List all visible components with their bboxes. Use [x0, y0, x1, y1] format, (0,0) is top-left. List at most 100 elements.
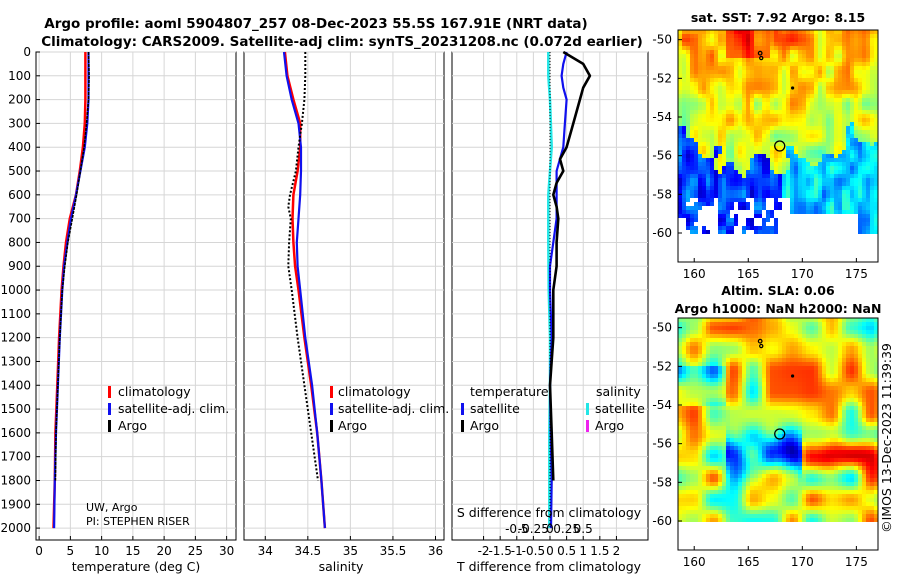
map-cell: [786, 186, 790, 190]
map-cell: [710, 390, 714, 394]
map-cell: [706, 350, 710, 354]
map-cell: [730, 50, 734, 54]
map-cell: [862, 166, 866, 170]
map-cell: [874, 434, 878, 438]
map-cell: [746, 402, 750, 406]
map-cell: [686, 94, 690, 98]
map-cell: [702, 478, 706, 482]
map-cell: [706, 450, 710, 454]
map-cell: [778, 422, 782, 426]
sst-map-cells: [678, 30, 878, 234]
y-tick-label: 1500: [0, 402, 31, 416]
map-cell: [826, 78, 830, 82]
map-cell: [786, 134, 790, 138]
map-cell: [726, 110, 730, 114]
map-cell: [822, 422, 826, 426]
map-cell: [758, 354, 762, 358]
map-cell: [862, 478, 866, 482]
map-cell: [722, 190, 726, 194]
map-cell: [810, 322, 814, 326]
map-cell: [698, 66, 702, 70]
map-cell: [774, 454, 778, 458]
map-cell: [866, 158, 870, 162]
map-cell: [722, 446, 726, 450]
map-cell: [842, 66, 846, 70]
map-cell: [854, 406, 858, 410]
map-cell: [722, 354, 726, 358]
map-cell: [778, 50, 782, 54]
map-cell: [690, 418, 694, 422]
top-tick-label: -0.25: [518, 522, 549, 536]
map-cell: [726, 482, 730, 486]
map-cell: [762, 66, 766, 70]
map-cell: [686, 154, 690, 158]
map-cell: [858, 346, 862, 350]
map-cell: [798, 402, 802, 406]
map-cell: [718, 58, 722, 62]
map-cell: [746, 158, 750, 162]
map-cell: [718, 74, 722, 78]
map-cell: [806, 406, 810, 410]
map-cell: [698, 82, 702, 86]
map-cell: [722, 358, 726, 362]
map-cell: [726, 358, 730, 362]
map-cell: [762, 422, 766, 426]
map-cell: [726, 86, 730, 90]
map-cell: [766, 226, 770, 230]
map-cell: [754, 94, 758, 98]
map-cell: [858, 126, 862, 130]
map-cell: [810, 66, 814, 70]
map-cell: [754, 38, 758, 42]
map-cell: [698, 34, 702, 38]
map-cell: [874, 358, 878, 362]
map-cell: [682, 78, 686, 82]
map-cell: [770, 426, 774, 430]
map-cell: [842, 94, 846, 98]
map-cell: [866, 190, 870, 194]
map-cell: [806, 358, 810, 362]
map-cell: [862, 54, 866, 58]
map-cell: [714, 498, 718, 502]
map-cell: [854, 50, 858, 54]
map-cell: [850, 166, 854, 170]
map-cell: [862, 422, 866, 426]
map-cell: [790, 206, 794, 210]
map-cell: [702, 398, 706, 402]
map-cell: [742, 74, 746, 78]
map-cell: [862, 442, 866, 446]
map-cell: [842, 86, 846, 90]
map-cell: [826, 450, 830, 454]
x-tick-label: 2: [613, 544, 621, 558]
map-cell: [754, 462, 758, 466]
map-cell: [822, 350, 826, 354]
map-cell: [842, 486, 846, 490]
map-cell: [810, 394, 814, 398]
map-cell: [866, 410, 870, 414]
map-cell: [846, 322, 850, 326]
map-cell: [870, 150, 874, 154]
map-cell: [738, 334, 742, 338]
map-cell: [866, 450, 870, 454]
map-cell: [842, 42, 846, 46]
y-tick-label: 1900: [0, 497, 31, 511]
map-cell: [730, 126, 734, 130]
map-cell: [838, 394, 842, 398]
map-cell: [806, 38, 810, 42]
salinity-axes: [243, 51, 445, 541]
map-cell: [798, 470, 802, 474]
map-cell: [786, 158, 790, 162]
map-cell: [870, 318, 874, 322]
map-cell: [826, 490, 830, 494]
map-cell: [686, 78, 690, 82]
map-cell: [822, 362, 826, 366]
map-cell: [738, 386, 742, 390]
map-cell: [866, 430, 870, 434]
map-cell: [810, 58, 814, 62]
map-cell: [822, 30, 826, 34]
map-cell: [702, 378, 706, 382]
map-cell: [818, 138, 822, 142]
map-cell: [862, 230, 866, 234]
map-cell: [734, 134, 738, 138]
map-cell: [798, 414, 802, 418]
map-cell: [794, 486, 798, 490]
